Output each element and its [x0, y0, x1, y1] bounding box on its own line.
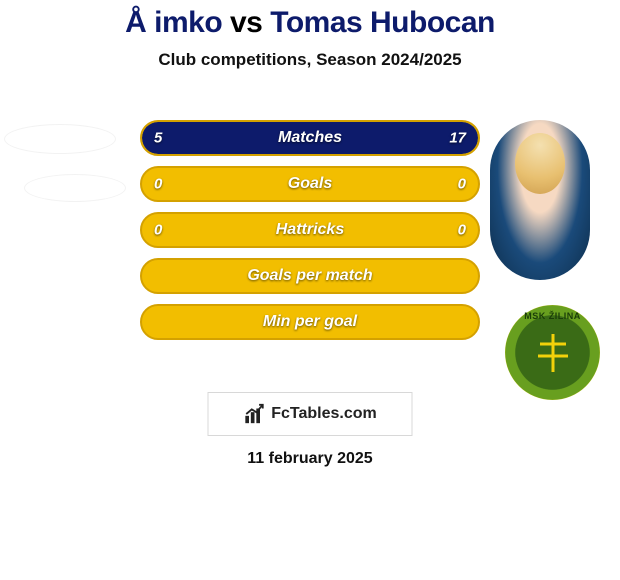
stat-fill-right	[218, 122, 478, 154]
stat-row: Min per goal	[140, 304, 480, 340]
stat-label: Hattricks	[276, 221, 344, 239]
stats-container: 5 17 Matches 0 0 Goals 0 0 Hattricks Goals per ma…	[140, 120, 480, 350]
player2-name: Tomas Hubocan	[270, 6, 495, 39]
stat-value-right: 17	[449, 130, 466, 147]
stat-row: 0 0 Hattricks	[140, 212, 480, 248]
stat-row: 5 17 Matches	[140, 120, 480, 156]
player1-name: Å imko	[125, 6, 222, 39]
subtitle: Club competitions, Season 2024/2025	[0, 50, 620, 70]
placeholder-ellipse	[5, 125, 115, 153]
stat-label: Goals per match	[247, 267, 372, 285]
stat-value-left: 0	[154, 176, 162, 193]
date-text: 11 february 2025	[0, 450, 620, 468]
stat-value-left: 0	[154, 222, 162, 239]
stat-label: Goals	[288, 175, 332, 193]
club-badge: MSK ŽILINA	[505, 305, 600, 400]
chart-growth-icon	[243, 403, 265, 425]
stat-value-right: 0	[458, 176, 466, 193]
club-badge-text: MSK ŽILINA	[505, 311, 600, 321]
stat-label: Min per goal	[263, 313, 357, 331]
comparison-title: Å imko vs Tomas Hubocan	[0, 0, 620, 40]
vs-text: vs	[230, 6, 262, 39]
double-cross-icon	[528, 328, 578, 378]
fctables-banner[interactable]: FcTables.com	[208, 392, 413, 436]
stat-row: Goals per match	[140, 258, 480, 294]
placeholder-ellipse	[25, 175, 125, 201]
stat-value-left: 5	[154, 130, 162, 147]
stat-row: 0 0 Goals	[140, 166, 480, 202]
player1-photo-placeholder	[5, 120, 125, 220]
banner-text: FcTables.com	[271, 405, 377, 423]
stat-value-right: 0	[458, 222, 466, 239]
player2-photo	[490, 120, 590, 280]
stat-label: Matches	[278, 129, 342, 147]
